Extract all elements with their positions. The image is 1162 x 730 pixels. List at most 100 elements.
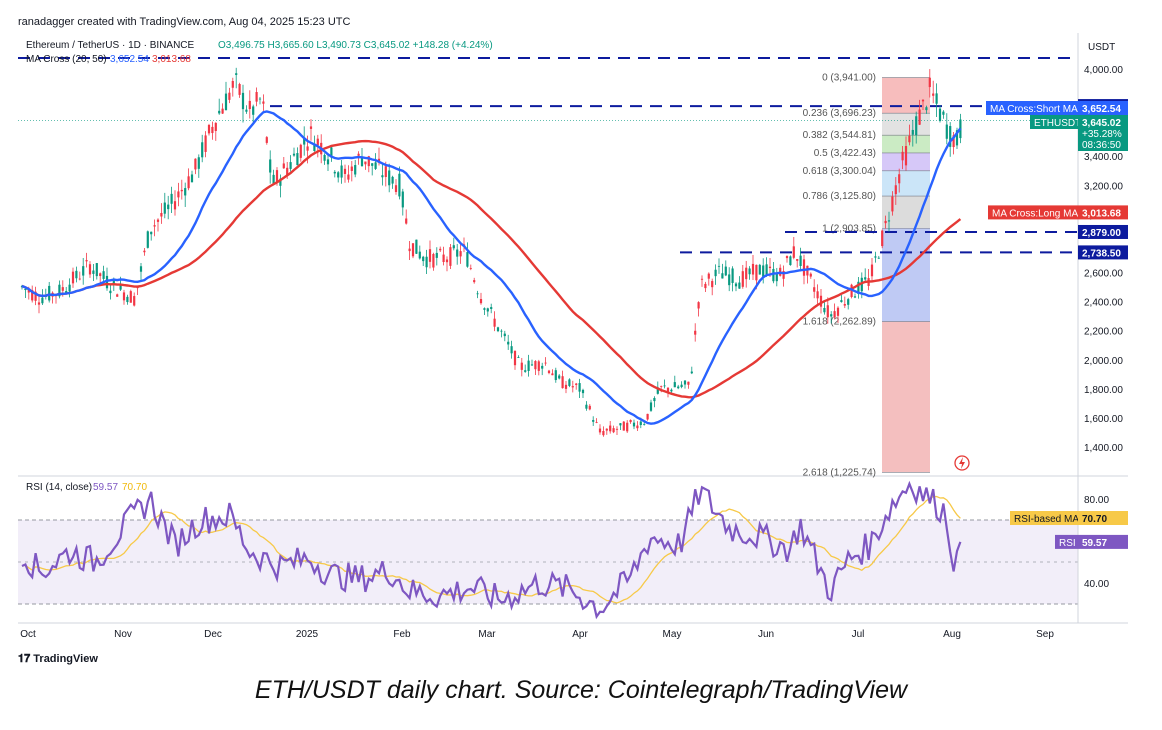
candle-body — [507, 341, 510, 345]
candle-body — [884, 220, 887, 224]
candle-body — [143, 250, 146, 253]
time-tick-label: Apr — [572, 629, 588, 640]
lightning-icon[interactable] — [954, 455, 970, 471]
candle-body — [554, 370, 557, 381]
candle-body — [898, 174, 901, 184]
candle-body — [452, 245, 455, 249]
candle-body — [58, 284, 61, 297]
candle-body — [942, 111, 945, 115]
candle-body — [813, 287, 816, 292]
tradingview-logo[interactable]: 𝟏𝟕 TradingView — [18, 653, 98, 666]
candle-body — [371, 163, 374, 166]
currency-label: USDT — [1088, 42, 1115, 53]
candle-body — [762, 265, 765, 277]
candle-body — [949, 126, 952, 147]
candle-body — [68, 284, 71, 292]
tv-icon: 𝟏𝟕 — [18, 653, 31, 665]
candle-body — [119, 284, 122, 290]
candle-body — [558, 375, 561, 379]
candle-body — [490, 307, 493, 309]
candle-body — [415, 239, 418, 254]
candle-body — [809, 273, 812, 277]
tv-logo-text: TradingView — [33, 653, 98, 665]
horizontal-levels[interactable] — [18, 57, 1078, 254]
candle-body — [697, 302, 700, 309]
candle-body — [745, 267, 748, 280]
candle-body — [221, 108, 224, 114]
candle-body — [401, 191, 404, 208]
candle-body — [275, 170, 279, 183]
candle-body — [673, 382, 676, 388]
candle-body — [428, 249, 432, 262]
candles — [20, 67, 962, 437]
time-tick-label: Dec — [204, 629, 222, 640]
price-pane — [18, 33, 1128, 474]
time-tick-label: Mar — [478, 629, 496, 640]
candle-body — [517, 357, 520, 359]
legend-rsi-label: RSI (14, close) — [26, 482, 92, 493]
price-tick-label: 1,600.00 — [1084, 414, 1123, 425]
candle-body — [133, 296, 136, 306]
candle-body — [207, 124, 211, 134]
candle-body — [333, 171, 336, 174]
time-tick-label: 2025 — [296, 629, 319, 640]
candle-body — [354, 165, 357, 175]
candle-body — [677, 386, 680, 389]
candle-body — [629, 419, 632, 423]
candle-body — [238, 84, 241, 95]
fib-zone-7 — [882, 321, 930, 473]
candle-body — [789, 256, 792, 266]
candle-body — [258, 98, 262, 100]
candle-body — [374, 162, 377, 169]
candle-body — [347, 174, 350, 180]
candle-body — [796, 259, 799, 261]
tag-symbol-bg — [1030, 115, 1078, 129]
candle-body — [575, 383, 578, 385]
candle-body — [167, 204, 170, 210]
candle-body — [184, 188, 187, 196]
candle-body — [337, 172, 340, 178]
candle-body — [31, 290, 34, 301]
candle-body — [218, 110, 221, 114]
candle-body — [445, 259, 449, 263]
candle-body — [194, 158, 197, 170]
candle-body — [921, 99, 925, 102]
price-tags: 3,745.00MA Cross:Short MA3,652.54ETHUSDT… — [986, 99, 1128, 549]
candle-body — [439, 248, 442, 251]
candle-body — [544, 362, 547, 364]
time-tick-label: Oct — [20, 629, 36, 640]
candle-body — [588, 405, 591, 410]
candle-body — [292, 153, 296, 156]
candle-body — [163, 202, 166, 214]
candle-body — [330, 147, 333, 158]
candle-body — [24, 288, 27, 291]
candle-body — [748, 268, 751, 275]
candle-body — [316, 138, 319, 146]
candle-body — [449, 247, 452, 266]
candle-body — [241, 92, 245, 110]
candle-body — [537, 361, 540, 371]
legend-ma-short: 3,652.54 — [110, 54, 149, 65]
candle-body — [833, 311, 836, 318]
candle-body — [945, 124, 948, 139]
candle-body — [394, 185, 398, 192]
price-tick-label: 1,400.00 — [1084, 443, 1123, 454]
tag-last-price: 3,645.02 — [1082, 118, 1121, 129]
candle-body — [819, 295, 823, 307]
tag-countdown: 08:36:50 — [1082, 140, 1121, 151]
tag-rsi-ma-bg — [1078, 511, 1128, 525]
candle-body — [799, 255, 802, 266]
candle-body — [568, 379, 571, 386]
ma-short-line — [21, 110, 962, 425]
chart-canvas[interactable]: 0 (3,941.00) 0.236 (3,696.23) 0.382 (3,544… — [0, 0, 1162, 670]
candle-body — [326, 159, 330, 165]
price-tick-label: 1,800.00 — [1084, 385, 1123, 396]
time-tick-label: May — [663, 629, 682, 640]
candle-body — [41, 297, 44, 304]
legend-rsi-ma-value: 70.70 — [122, 482, 147, 493]
candle-body — [622, 421, 625, 431]
candle-body — [758, 264, 761, 275]
candle-body — [34, 291, 37, 301]
candle-body — [853, 296, 857, 298]
fib-zone-1 — [882, 113, 930, 136]
